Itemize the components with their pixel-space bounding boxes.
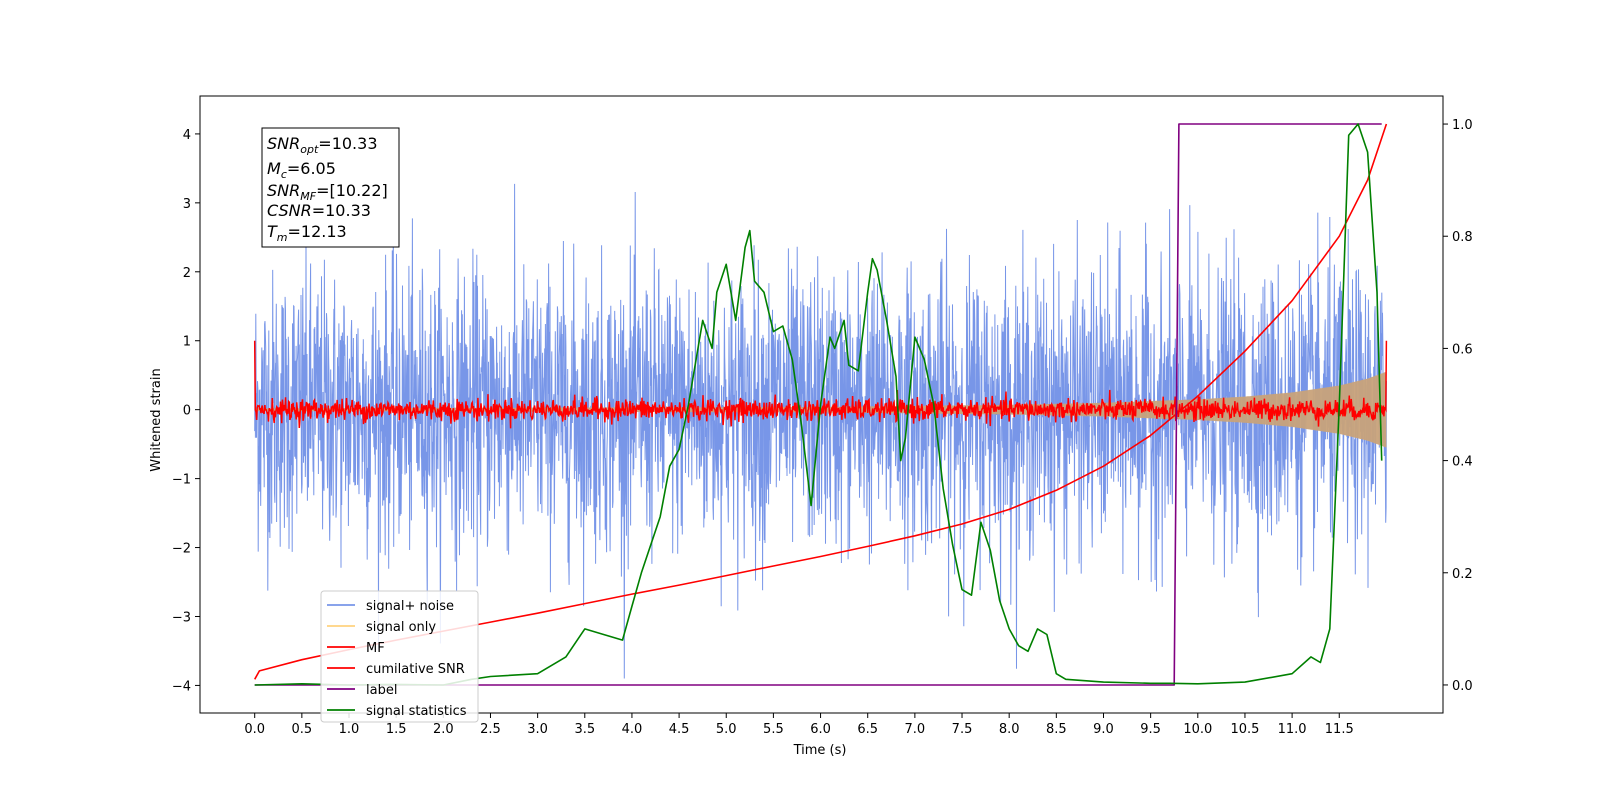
x-tick-label: 3.0	[527, 722, 548, 737]
x-axis-label: Time (s)	[793, 743, 847, 758]
x-tick-label: 11.5	[1325, 722, 1354, 737]
legend-item-label: MF	[366, 641, 385, 656]
annotation-snr-opt: SNRopt=10.33	[267, 134, 378, 156]
y-tick-label: −3	[172, 610, 191, 625]
x-tick-label: 9.5	[1140, 722, 1161, 737]
y-tick-label: −2	[172, 542, 191, 557]
legend: signal+ noise signal only MF cumilative SNR…	[320, 590, 479, 723]
y2-tick-label: 0.0	[1452, 679, 1473, 694]
x-tick-label: 0.0	[244, 722, 265, 737]
y-tick-label: 1	[183, 335, 191, 350]
x-tick-label: 2.5	[480, 722, 501, 737]
x-tick-label: 10.5	[1230, 722, 1259, 737]
x-tick-label: 4.5	[669, 722, 690, 737]
x-tick-label: 5.0	[716, 722, 737, 737]
y-axis-label: Whitened strain	[149, 368, 164, 471]
series-signal-noise	[254, 183, 1387, 679]
x-tick-label: 11.0	[1278, 722, 1307, 737]
y-axis-left: 4 3 2 1 0 −1 −2 −3 −4	[172, 128, 200, 694]
x-tick-label: 9.0	[1093, 722, 1114, 737]
x-tick-label: 2.0	[433, 722, 454, 737]
legend-item-label: signal statistics	[366, 704, 467, 719]
x-tick-label: 0.5	[292, 722, 313, 737]
y2-tick-label: 1.0	[1452, 118, 1473, 133]
x-axis: 0.0 0.5 1.0 1.5 2.0 2.5 3.0 3.5 4.0 4.5 5.0 5.5 6.0 6…	[244, 713, 1354, 737]
legend-item-label: signal only	[366, 620, 436, 635]
x-tick-label: 1.0	[339, 722, 360, 737]
x-tick-label: 4.0	[622, 722, 643, 737]
annotation-tm: Tm=12.13	[267, 222, 347, 244]
series-label	[254, 123, 1382, 686]
x-tick-label: 10.0	[1183, 722, 1212, 737]
x-tick-label: 7.0	[905, 722, 926, 737]
x-tick-label: 5.5	[763, 722, 784, 737]
legend-item-label: signal+ noise	[366, 599, 454, 614]
plot-frame	[199, 95, 1444, 714]
y-tick-label: 2	[183, 266, 191, 281]
x-tick-label: 3.5	[574, 722, 595, 737]
y-tick-label: 4	[183, 128, 191, 143]
y-axis-right: 1.0 0.8 0.6 0.4 0.2 0.0	[1443, 118, 1473, 694]
y2-tick-label: 0.2	[1452, 567, 1473, 582]
y-tick-label: −1	[172, 473, 191, 488]
y2-tick-label: 0.8	[1452, 230, 1473, 245]
y-tick-label: 3	[183, 197, 191, 212]
x-tick-label: 6.5	[857, 722, 878, 737]
y2-tick-label: 0.6	[1452, 342, 1473, 357]
x-tick-label: 7.5	[952, 722, 973, 737]
annotation-csnr: CSNR=10.33	[267, 201, 371, 220]
stats-annotation: SNRopt=10.33 Mc=6.05 SNRMF=[10.22] CSNR=…	[261, 127, 400, 248]
x-tick-label: 1.5	[386, 722, 407, 737]
legend-item-label: cumilative SNR	[366, 662, 465, 677]
x-tick-label: 8.0	[999, 722, 1020, 737]
legend-box	[320, 590, 479, 723]
stats-annotation-box	[261, 127, 400, 248]
x-tick-label: 6.0	[810, 722, 831, 737]
y-tick-label: 0	[183, 404, 191, 419]
x-tick-label: 8.5	[1046, 722, 1067, 737]
y-tick-label: −4	[172, 679, 191, 694]
series-mf	[253, 340, 1388, 429]
y2-tick-label: 0.4	[1452, 455, 1473, 470]
annotation-mc: Mc=6.05	[267, 159, 336, 181]
series-signal-statistics	[254, 123, 1383, 686]
annotation-snr-mf: SNRMF=[10.22]	[267, 181, 388, 203]
legend-item-label: label	[366, 683, 397, 698]
